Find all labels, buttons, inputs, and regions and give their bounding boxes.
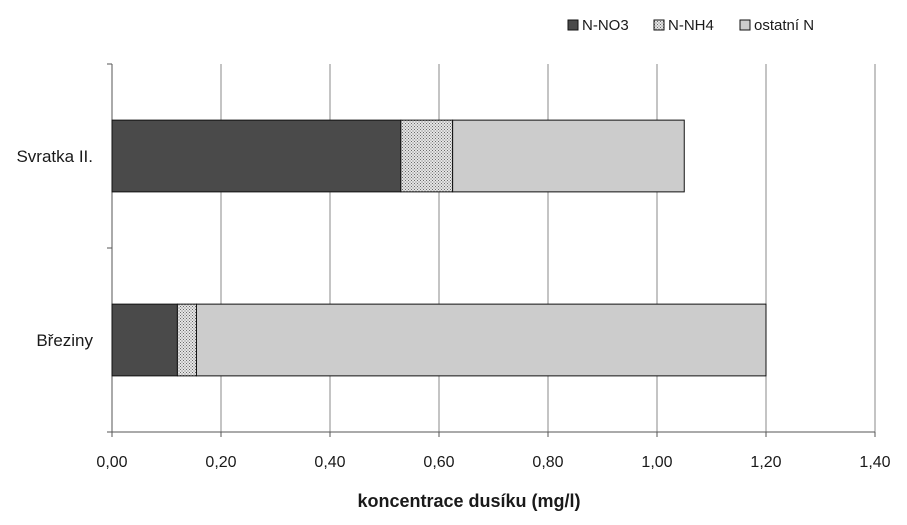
bar-segment	[111, 119, 402, 193]
x-tick-label: 0,40	[314, 454, 345, 471]
x-tick-label: 0,60	[423, 454, 454, 471]
x-tick-label: 1,00	[641, 454, 672, 471]
x-tick-label: 0,80	[532, 454, 563, 471]
bar-segment	[400, 119, 454, 193]
x-axis-title: koncentrace dusíku (mg/l)	[357, 491, 580, 511]
legend-swatch	[653, 19, 665, 31]
legend-swatch	[567, 19, 579, 31]
bar-segment	[195, 303, 767, 377]
legend-swatch	[739, 19, 751, 31]
x-tick-label: 1,20	[750, 454, 781, 471]
bar-segment	[452, 119, 685, 193]
category-label: Březiny	[36, 331, 93, 350]
labels: 0,00 0,20 0,40 0,60 0,80 1,00 1,20 1,40 Svratka …	[16, 147, 890, 471]
legend-label: N-NH4	[668, 17, 714, 34]
bars	[111, 119, 767, 377]
legend-label: ostatní N	[754, 17, 814, 34]
x-tick-label: 0,00	[96, 454, 127, 471]
gridlines	[111, 64, 876, 432]
legend: N-NO3 N-NH4 ostatní N	[567, 17, 814, 34]
legend-label: N-NO3	[582, 17, 629, 34]
bar-segment	[111, 303, 178, 377]
category-label: Svratka II.	[16, 147, 93, 166]
x-tick-label: 0,20	[205, 454, 236, 471]
x-tick-label: 1,40	[859, 454, 890, 471]
bar-segment	[176, 303, 197, 377]
